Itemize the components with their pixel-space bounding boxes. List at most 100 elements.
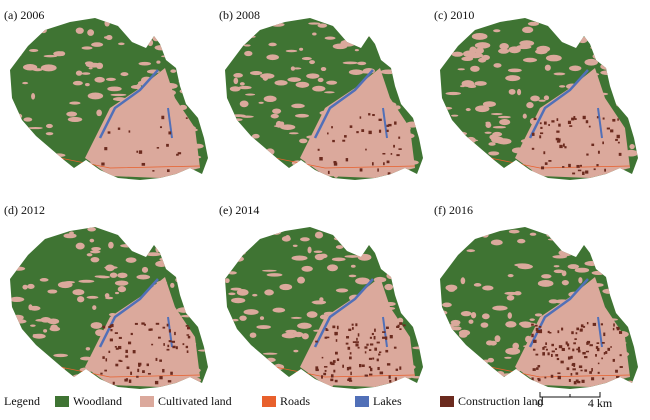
cultivated-patch xyxy=(569,65,582,72)
cultivated-patch xyxy=(306,73,320,79)
cultivated-patch xyxy=(335,288,349,293)
cultivated-patch xyxy=(69,101,81,105)
construction-patch xyxy=(368,366,372,369)
cultivated-patch xyxy=(300,237,310,242)
cultivated-patch xyxy=(501,380,514,384)
cultivated-patch xyxy=(251,133,260,139)
construction-patch xyxy=(550,374,554,378)
cultivated-patch xyxy=(344,255,361,258)
construction-patch xyxy=(575,379,579,383)
construction-patch xyxy=(346,367,350,371)
construction-patch xyxy=(383,162,385,166)
cultivated-patch xyxy=(586,244,595,249)
construction-patch xyxy=(570,373,573,376)
construction-patch xyxy=(573,342,576,345)
cultivated-patch xyxy=(519,40,535,47)
legend-swatch xyxy=(355,396,369,407)
cultivated-patch xyxy=(272,307,286,313)
construction-patch xyxy=(146,363,149,367)
construction-patch xyxy=(548,124,550,127)
cultivated-patch xyxy=(29,48,39,52)
construction-patch xyxy=(607,347,611,351)
construction-patch xyxy=(181,381,184,385)
cultivated-patch xyxy=(625,33,637,39)
construction-patch xyxy=(372,357,375,360)
cultivated-valley xyxy=(85,68,200,178)
construction-patch xyxy=(577,346,581,350)
cultivated-patch xyxy=(508,88,516,95)
cultivated-patch xyxy=(145,252,162,257)
construction-patch xyxy=(335,339,338,342)
cultivated-patch xyxy=(185,384,197,388)
construction-patch xyxy=(585,350,590,353)
legend-swatch xyxy=(55,396,69,407)
construction-patch xyxy=(368,113,371,116)
construction-patch xyxy=(545,342,548,345)
construction-patch xyxy=(586,322,589,325)
cultivated-patch xyxy=(567,264,580,270)
cultivated-patch xyxy=(15,54,22,57)
cultivated-patch xyxy=(399,232,413,237)
road xyxy=(274,366,416,378)
cultivated-patch xyxy=(75,27,84,34)
construction-patch xyxy=(155,322,160,325)
construction-patch xyxy=(351,323,354,326)
cultivated-patch xyxy=(626,380,634,385)
construction-patch xyxy=(615,369,618,373)
cultivated-patch xyxy=(529,232,537,236)
cultivated-patch xyxy=(466,249,476,253)
legend-title: Legend xyxy=(4,394,40,408)
construction-patch xyxy=(345,342,349,345)
cultivated-patch xyxy=(233,77,239,85)
construction-patch xyxy=(168,340,172,343)
cultivated-patch xyxy=(32,333,38,337)
construction-patch xyxy=(138,364,141,367)
cultivated-patch xyxy=(600,63,615,70)
cultivated-patch xyxy=(541,274,552,279)
cultivated-patch xyxy=(314,231,324,239)
cultivated-patch xyxy=(464,139,479,142)
cultivated-patch xyxy=(468,234,479,238)
cultivated-patch xyxy=(508,229,520,234)
construction-patch xyxy=(556,140,561,143)
construction-patch xyxy=(128,379,132,383)
construction-patch xyxy=(168,329,171,333)
cultivated-patch xyxy=(175,277,182,283)
cultivated-patch xyxy=(505,321,517,328)
cultivated-patch xyxy=(440,42,444,47)
construction-patch xyxy=(108,325,112,329)
construction-patch xyxy=(385,349,389,353)
cultivated-patch xyxy=(43,20,54,26)
cultivated-patch xyxy=(252,293,258,297)
cultivated-patch xyxy=(307,246,312,254)
construction-patch xyxy=(572,368,576,371)
lake xyxy=(528,69,589,139)
road xyxy=(274,157,416,169)
construction-patch xyxy=(582,171,585,175)
construction-patch xyxy=(584,356,588,359)
construction-patch xyxy=(342,364,344,368)
cultivated-patch xyxy=(190,19,204,25)
cultivated-patch xyxy=(85,83,90,87)
legend-label: Construction land xyxy=(458,394,544,408)
construction-patch xyxy=(569,125,573,127)
cultivated-patch xyxy=(225,50,234,58)
cultivated-patch xyxy=(452,326,462,331)
construction-patch xyxy=(543,151,546,155)
construction-patch xyxy=(331,362,335,366)
cultivated-patch xyxy=(473,283,482,287)
construction-patch xyxy=(163,343,165,346)
panel-label: (b) 2008 xyxy=(219,8,260,22)
cultivated-patch xyxy=(597,55,602,61)
construction-patch xyxy=(591,368,593,372)
cultivated-patch xyxy=(105,35,113,41)
cultivated-patch xyxy=(185,257,194,263)
construction-patch xyxy=(156,147,160,149)
cultivated-patch xyxy=(600,70,616,76)
construction-patch xyxy=(551,350,555,353)
cultivated-patch xyxy=(486,340,494,346)
construction-patch xyxy=(114,346,117,348)
cultivated-patch xyxy=(266,54,279,61)
cultivated-patch xyxy=(130,85,142,89)
cultivated-patch xyxy=(456,27,473,34)
